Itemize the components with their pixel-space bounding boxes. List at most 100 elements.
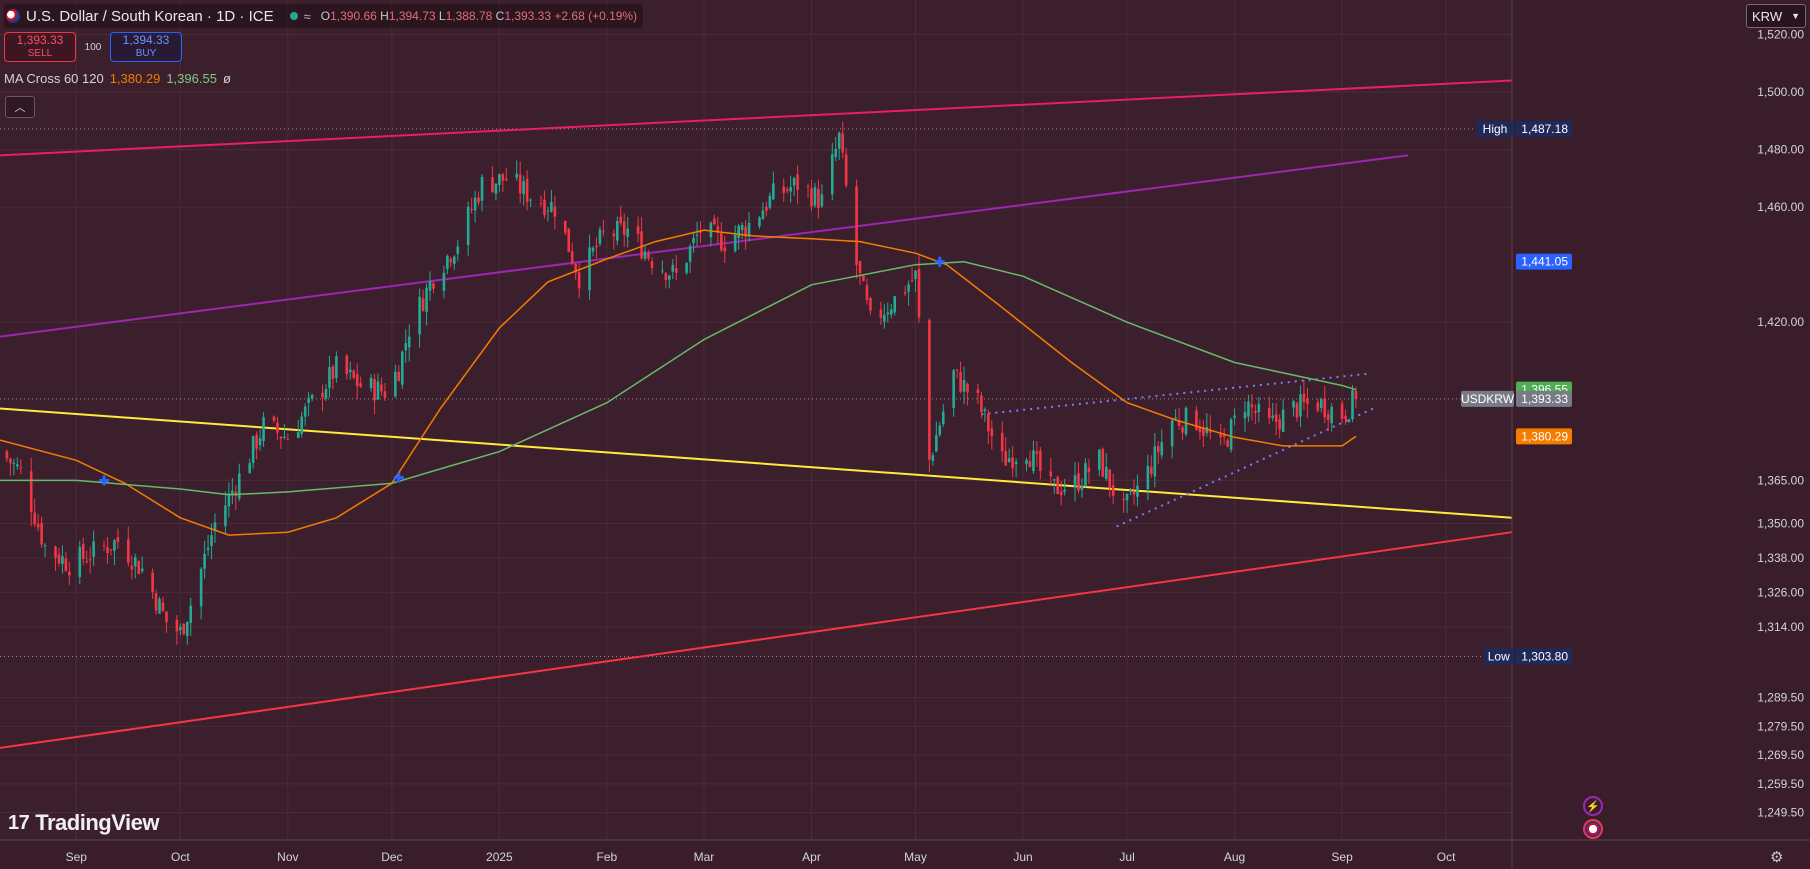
candle <box>636 216 640 243</box>
marker-layer <box>99 256 945 486</box>
currency-select[interactable]: KRW ▼ <box>1746 4 1806 28</box>
gear-icon[interactable]: ⚙ <box>1770 849 1784 866</box>
drawing-layer[interactable] <box>0 79 1513 749</box>
candle-body <box>12 462 16 464</box>
candle-body <box>1011 457 1014 469</box>
candle <box>251 435 255 469</box>
candle <box>36 514 40 532</box>
market-status-icon[interactable] <box>289 12 298 20</box>
candle <box>425 283 428 326</box>
candle <box>127 526 130 567</box>
candle <box>844 148 848 189</box>
candle <box>335 351 338 383</box>
last-price-label-text: 1,393.33 <box>1521 392 1568 406</box>
candle <box>140 556 144 574</box>
candle-body <box>1278 419 1281 430</box>
candle <box>879 301 883 325</box>
candle-body <box>262 417 265 441</box>
candle <box>54 545 57 572</box>
candle <box>1344 409 1347 425</box>
candle <box>1059 480 1063 506</box>
candle-body <box>1007 458 1011 462</box>
candle-body <box>591 247 595 252</box>
buy-button[interactable]: 1,394.33 BUY <box>110 32 182 62</box>
candle <box>553 195 557 230</box>
candle <box>941 404 945 427</box>
candle <box>813 182 817 208</box>
candle-body <box>983 409 987 412</box>
candle-body <box>928 319 931 460</box>
candle-body <box>671 264 675 272</box>
candle-body <box>1087 467 1091 473</box>
candle-body <box>962 380 966 392</box>
y-tick-label: 1,350.00 <box>1757 517 1804 531</box>
sell-label: SELL <box>27 48 53 59</box>
candle <box>92 530 95 567</box>
candle-body <box>494 183 498 194</box>
candle-body <box>1347 419 1351 423</box>
candle-body <box>959 371 962 392</box>
candle-body <box>1052 479 1056 481</box>
candle <box>668 274 671 289</box>
candle-layer <box>5 121 1358 645</box>
candle <box>310 393 314 402</box>
candle-body <box>1229 419 1233 450</box>
candle <box>237 463 241 502</box>
candle <box>1222 428 1226 445</box>
candle-body <box>647 253 650 259</box>
high-price-tag-bg <box>1516 120 1572 137</box>
candle-body <box>283 436 286 438</box>
candle <box>480 173 484 212</box>
candle <box>231 477 234 505</box>
candle-body <box>699 231 702 233</box>
x-tick-label: Oct <box>171 850 190 864</box>
candle <box>688 243 692 273</box>
candle-body <box>1198 426 1202 433</box>
candle-body <box>276 422 279 433</box>
indicator-name[interactable]: MA Cross 60 120 <box>4 71 104 86</box>
indicator-legend[interactable]: MA Cross 60 120 1,380.29 1,396.55 ø <box>4 71 231 86</box>
candle-body <box>1316 402 1320 411</box>
candle <box>955 368 959 379</box>
candle <box>664 272 668 289</box>
candle-body <box>1243 412 1247 419</box>
candle-body <box>820 194 824 207</box>
candle <box>914 269 917 292</box>
candle <box>206 534 210 556</box>
candle-body <box>432 283 435 289</box>
candle-body <box>1208 429 1212 433</box>
lightning-icon[interactable]: ⚡ <box>1583 796 1603 816</box>
candle <box>279 435 283 450</box>
symbol-header[interactable]: U.S. Dollar / South Korean · 1D · ICE ≈ … <box>4 4 644 28</box>
candle-body <box>328 367 331 388</box>
candle <box>1087 459 1091 484</box>
y-tick-label: 1,338.00 <box>1757 551 1804 565</box>
candle-body <box>553 206 557 217</box>
candle-body <box>54 546 57 558</box>
candle <box>806 183 810 198</box>
tradingview-logo[interactable]: 17 TradingView <box>8 810 159 836</box>
sell-button[interactable]: 1,393.33 SELL <box>4 32 76 62</box>
candle-body <box>137 561 141 575</box>
wave-icon[interactable]: ≈ <box>303 8 311 24</box>
candle <box>158 596 161 614</box>
candle-body <box>373 379 376 401</box>
candle-body <box>1340 403 1344 419</box>
candle-body <box>237 473 241 499</box>
us-flag-icon[interactable] <box>1583 819 1603 839</box>
candle <box>1299 385 1302 428</box>
candle <box>154 589 158 615</box>
candle-body <box>810 188 813 207</box>
collapse-legend-button[interactable]: ︿ <box>5 96 35 118</box>
candle-body <box>442 272 446 291</box>
symbol-title[interactable]: U.S. Dollar / South Korean · 1D · ICE <box>26 7 274 25</box>
candle <box>626 216 629 248</box>
candle-body <box>369 377 373 389</box>
candle-body <box>782 186 786 193</box>
candle-body <box>258 438 262 446</box>
candle <box>1330 403 1333 432</box>
candle-body <box>179 627 182 631</box>
candle-body <box>768 195 772 208</box>
